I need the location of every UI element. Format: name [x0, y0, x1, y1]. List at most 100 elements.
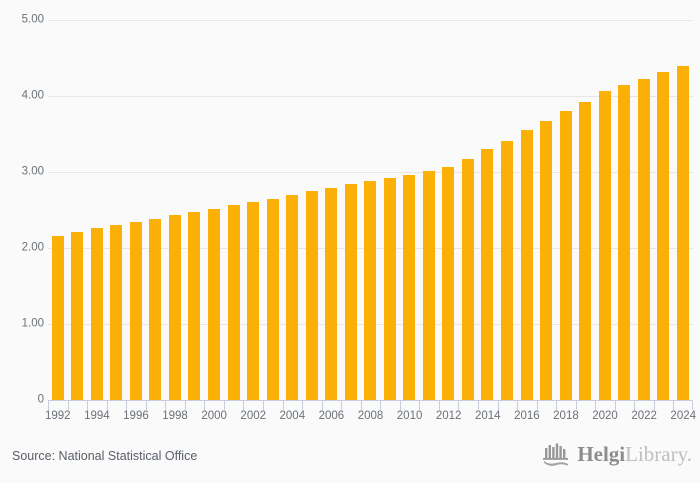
bar-2001[interactable]: [227, 205, 240, 400]
x-tick-label-2016: 2016: [514, 410, 540, 422]
x-tick: [106, 401, 108, 410]
bar-slot: [48, 20, 68, 400]
bar-2024[interactable]: [676, 66, 689, 400]
x-tick-label-2008: 2008: [357, 410, 384, 422]
x-tick: [380, 401, 382, 410]
x-tick-label-2002: 2002: [240, 410, 267, 422]
bar-2005[interactable]: [305, 191, 318, 400]
bar-2009[interactable]: [383, 178, 396, 400]
bar-slot: [634, 20, 654, 400]
bar-2000[interactable]: [208, 209, 221, 400]
bar-1993[interactable]: [71, 232, 84, 400]
bar-slot: [380, 20, 400, 400]
logo-word-library: Library.: [625, 441, 692, 466]
x-tick: [595, 401, 597, 410]
bar-slot: [497, 20, 517, 400]
x-tick: [243, 401, 245, 410]
bar-slot: [68, 20, 88, 400]
bar-1997[interactable]: [149, 219, 162, 400]
bar-2004[interactable]: [286, 194, 299, 400]
bar-slot: [126, 20, 146, 400]
bar-2012[interactable]: [442, 167, 455, 400]
bar-2008[interactable]: [364, 181, 377, 400]
x-tick-label-2018: 2018: [553, 410, 579, 422]
x-tick-label-2010: 2010: [396, 410, 423, 422]
y-axis: 0 1.00 2.00 3.00 4.00 5.00: [0, 14, 44, 405]
bar-2002[interactable]: [247, 202, 260, 400]
bar-2015[interactable]: [500, 140, 513, 400]
bar-2011[interactable]: [422, 171, 435, 400]
bar-2006[interactable]: [325, 187, 338, 400]
gridline-5.00: [48, 20, 693, 21]
gridline-3.00: [48, 172, 693, 173]
x-tick: [302, 401, 304, 410]
x-tick: [87, 401, 89, 410]
x-tick: [556, 401, 558, 410]
bar-slot: [185, 20, 205, 400]
x-tick: [419, 401, 421, 410]
logo-word-helgi: Helgi: [577, 441, 626, 466]
bar-slot: [517, 20, 537, 400]
x-tick: [536, 401, 538, 410]
x-tick: [399, 401, 401, 410]
x-tick: [282, 401, 284, 410]
bar-1994[interactable]: [90, 228, 103, 400]
bar-slot: [204, 20, 224, 400]
bar-slot: [478, 20, 498, 400]
bar-2022[interactable]: [637, 78, 650, 400]
x-tick: [321, 401, 323, 410]
bar-2003[interactable]: [266, 198, 279, 400]
helgi-library-logo-mark-icon: [543, 443, 569, 466]
bar-2019[interactable]: [579, 102, 592, 400]
bar-2023[interactable]: [657, 72, 670, 400]
bar-2017[interactable]: [540, 121, 553, 400]
bar-2010[interactable]: [403, 175, 416, 400]
y-tick-label: 1.00: [21, 317, 44, 330]
bar-slot: [556, 20, 576, 400]
x-tick: [263, 401, 264, 410]
helgi-library-logo-text: HelgiLibrary.: [577, 441, 692, 466]
bar-2007[interactable]: [344, 184, 357, 400]
bar-slot: [458, 20, 478, 400]
x-tick-label-2024: 2024: [670, 410, 697, 422]
bar-2021[interactable]: [618, 84, 631, 400]
x-tick: [517, 401, 519, 410]
x-tick-label-2014: 2014: [474, 410, 501, 422]
bar-2018[interactable]: [559, 111, 572, 400]
x-tick: [438, 401, 440, 410]
bar-slot: [614, 20, 634, 400]
x-tick: [126, 401, 128, 410]
bar-2016[interactable]: [520, 130, 533, 400]
bar-1998[interactable]: [168, 214, 181, 400]
x-tick: [653, 401, 655, 410]
bar-2020[interactable]: [598, 91, 611, 400]
x-tick-label-1996: 1996: [123, 410, 149, 422]
x-tick-label-2004: 2004: [279, 410, 306, 422]
bar-1999[interactable]: [188, 212, 201, 400]
x-tick: [478, 401, 479, 410]
bar-2013[interactable]: [461, 159, 474, 400]
x-tick-label-2020: 2020: [592, 410, 618, 422]
bar-slot: [263, 20, 283, 400]
x-tick: [48, 401, 49, 410]
bar-2014[interactable]: [481, 149, 494, 400]
bar-slot: [361, 20, 381, 400]
gridline-4.00: [48, 96, 693, 97]
x-axis-labels: 1992 1994 1996 1998 2000 2002 2004 2006 2008 2010…: [45, 410, 697, 429]
bar-slot: [321, 20, 341, 400]
bar-1992[interactable]: [51, 235, 64, 400]
bar-slot: [673, 20, 693, 400]
x-tick: [360, 401, 362, 410]
bar-slot: [165, 20, 185, 400]
bar-1996[interactable]: [129, 222, 142, 400]
bar-slot: [575, 20, 595, 400]
bar-1995[interactable]: [110, 225, 123, 400]
x-tick: [341, 401, 343, 410]
y-tick-label: 0: [37, 393, 44, 406]
y-tick-label: 2.00: [21, 241, 44, 254]
helgi-library-logo[interactable]: HelgiLibrary.: [541, 442, 692, 466]
bar-slot: [439, 20, 459, 400]
bar-slot: [87, 20, 107, 400]
bar-slot: [536, 20, 556, 400]
